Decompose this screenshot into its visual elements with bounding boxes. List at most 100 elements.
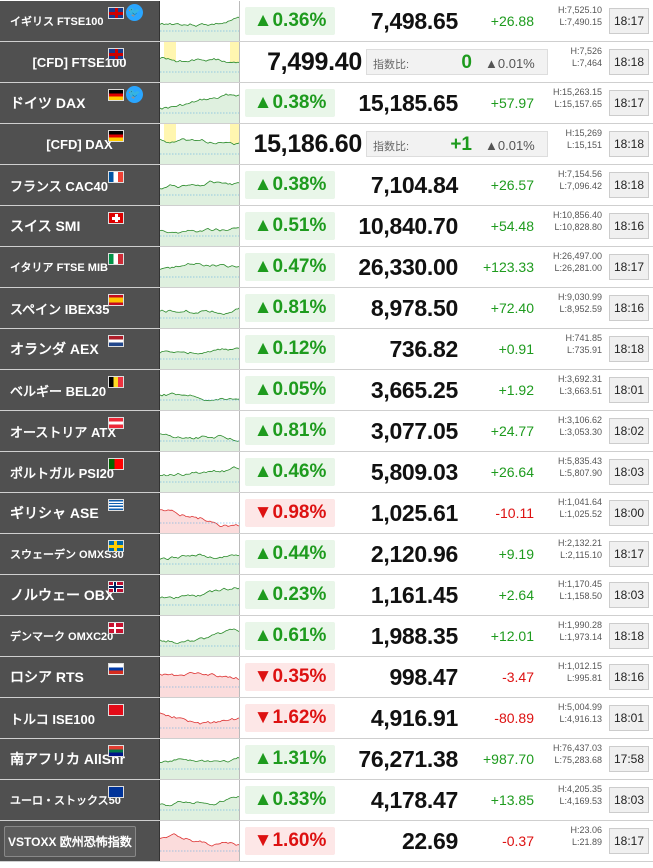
index-name-label[interactable]: [CFD] DAX (46, 136, 113, 152)
index-row-ftse100[interactable]: イギリス FTSE100 🐦 ▲ 0.36% 7,498.65 +26.88 H:7,525… (0, 1, 653, 42)
index-name[interactable]: イギリス FTSE100 🐦 (0, 1, 160, 41)
index-row-obx[interactable]: ノルウェー OBX ▲ 0.23% 1,161.45 +2.64 H:1,170.45 L:… (0, 575, 653, 616)
index-row-ftsemib[interactable]: イタリア FTSE MIB ▲ 0.47% 26,330.00 +123.33 H:26,… (0, 247, 653, 288)
high-value: H:23.06 (570, 825, 602, 835)
index-row-cac40[interactable]: フランス CAC40 ▲ 0.38% 7,104.84 +26.57 H:7,154.56… (0, 165, 653, 206)
index-name-label[interactable]: スウェーデン OMXS30 (10, 549, 124, 561)
sparkline[interactable] (160, 780, 240, 820)
index-row-cfd-dax[interactable]: [CFD] DAX 15,186.60 指数比: +1 ▲0.01% H:15,269 L:… (0, 124, 653, 165)
index-row-omxs30[interactable]: スウェーデン OMXS30 ▲ 0.44% 2,120.96 +9.19 H:2,132.… (0, 534, 653, 575)
sparkline-chart (160, 307, 239, 328)
high-value: H:1,041.64 (557, 497, 602, 507)
sparkline[interactable] (160, 739, 240, 779)
index-name[interactable]: ユーロ・ストックス50 (0, 780, 160, 820)
index-row-rts[interactable]: ロシア RTS ▼ 0.35% 998.47 -3.47 H:1,012.15 L:995.… (0, 657, 653, 698)
index-name[interactable]: フランス CAC40 (0, 165, 160, 205)
index-name-label[interactable]: [CFD] FTSE100 (32, 54, 127, 70)
sparkline[interactable] (160, 534, 240, 574)
index-row-cfd-ftse100[interactable]: [CFD] FTSE100 7,499.40 指数比: 0 ▲0.01% H:7,526 L… (0, 42, 653, 83)
index-row-vstoxx[interactable]: VSTOXX 欧州恐怖指数 ▼ 1.60% 22.69 -0.37 H:23.06 L:21… (0, 821, 653, 862)
low-value: L:7,096.42 (559, 181, 602, 191)
index-name[interactable]: ロシア RTS (0, 657, 160, 697)
index-name-label[interactable]: スペイン IBEX35 (10, 301, 110, 317)
flag-za-icon (108, 745, 124, 757)
index-name-label[interactable]: フランス CAC40 (10, 178, 108, 194)
index-name-label[interactable]: ノルウェー OBX (10, 587, 115, 603)
index-name-label[interactable]: ベルギー BEL20 (10, 383, 107, 399)
index-name-label[interactable]: オーストリア ATX (10, 424, 116, 440)
index-name[interactable]: オランダ AEX (0, 329, 160, 369)
index-name[interactable]: スペイン IBEX35 (0, 288, 160, 328)
index-row-stoxx50[interactable]: ユーロ・ストックス50 ▲ 0.33% 4,178.47 +13.85 H:4,205.3… (0, 780, 653, 821)
index-name[interactable]: ギリシャ ASE (0, 493, 160, 533)
index-row-bel20[interactable]: ベルギー BEL20 ▲ 0.05% 3,665.25 +1.92 H:3,692.31 L… (0, 370, 653, 411)
vstoxx-button[interactable]: VSTOXX 欧州恐怖指数 (4, 825, 136, 857)
index-name[interactable]: イタリア FTSE MIB (0, 247, 160, 287)
sparkline[interactable] (160, 370, 240, 410)
sparkline[interactable] (160, 575, 240, 615)
update-time: 18:18 (609, 49, 649, 75)
sparkline[interactable] (160, 247, 240, 287)
twitter-icon[interactable]: 🐦 (126, 86, 143, 103)
index-name-label[interactable]: ロシア RTS (10, 669, 84, 685)
index-row-ise100[interactable]: トルコ ISE100 ▼ 1.62% 4,916.91 -80.89 H:5,004.99… (0, 698, 653, 739)
percent-change-badge: ▲ 0.46% (245, 458, 335, 486)
index-name[interactable]: デンマーク OMXC20 (0, 616, 160, 656)
index-name-label[interactable]: スイス SMI (10, 218, 81, 234)
index-row-smi[interactable]: スイス SMI ▲ 0.51% 10,840.70 +54.48 H:10,856.40 L… (0, 206, 653, 247)
index-name[interactable]: ベルギー BEL20 (0, 370, 160, 410)
high-low-range: H:15,263.15 L:15,157.65 (540, 86, 602, 110)
sparkline[interactable] (160, 124, 240, 164)
index-row-allshr[interactable]: 南アフリカ AllShr ▲ 1.31% 76,271.38 +987.70 H:76,4… (0, 739, 653, 780)
index-name[interactable]: VSTOXX 欧州恐怖指数 (0, 821, 160, 861)
index-name-label[interactable]: 南アフリカ AllShr (10, 751, 126, 767)
percent-change-badge: ▲ 0.61% (245, 622, 335, 650)
index-row-ibex35[interactable]: スペイン IBEX35 ▲ 0.81% 8,978.50 +72.40 H:9,030.9… (0, 288, 653, 329)
index-name-label[interactable]: オランダ AEX (10, 341, 99, 357)
index-name-label[interactable]: イタリア FTSE MIB (10, 262, 108, 274)
index-name-label[interactable]: デンマーク OMXC20 (10, 631, 114, 643)
sparkline[interactable] (160, 83, 240, 123)
index-name[interactable]: ドイツ DAX 🐦 (0, 83, 160, 123)
index-name[interactable]: トルコ ISE100 (0, 698, 160, 738)
sparkline[interactable] (160, 821, 240, 861)
index-row-aex[interactable]: オランダ AEX ▲ 0.12% 736.82 +0.91 H:741.85 L:735.9… (0, 329, 653, 370)
sparkline[interactable] (160, 493, 240, 533)
percent-change-value: 0.61% (272, 625, 327, 646)
sparkline[interactable] (160, 657, 240, 697)
index-name-label[interactable]: ユーロ・ストックス50 (10, 795, 121, 807)
percent-change-badge: ▲ 0.81% (245, 294, 335, 322)
index-name-label[interactable]: イギリス FTSE100 (10, 16, 104, 28)
sparkline[interactable] (160, 165, 240, 205)
index-name[interactable]: ノルウェー OBX (0, 575, 160, 615)
index-row-psi20[interactable]: ポルトガル PSI20 ▲ 0.46% 5,809.03 +26.64 H:5,835.4… (0, 452, 653, 493)
index-name[interactable]: 南アフリカ AllShr (0, 739, 160, 779)
ratio-label: 指数比: (373, 59, 410, 71)
index-row-dax[interactable]: ドイツ DAX 🐦 ▲ 0.38% 15,185.65 +57.97 H:15,263.15… (0, 83, 653, 124)
sparkline[interactable] (160, 206, 240, 246)
index-row-ase[interactable]: ギリシャ ASE ▼ 0.98% 1,025.61 -10.11 H:1,041.64 L:… (0, 493, 653, 534)
index-row-omxc20[interactable]: デンマーク OMXC20 ▲ 0.61% 1,988.35 +12.01 H:1,990.… (0, 616, 653, 657)
index-name[interactable]: オーストリア ATX (0, 411, 160, 451)
index-name[interactable]: [CFD] FTSE100 (0, 42, 160, 82)
sparkline[interactable] (160, 452, 240, 492)
index-name-label[interactable]: ギリシャ ASE (10, 505, 99, 521)
index-name[interactable]: スウェーデン OMXS30 (0, 534, 160, 574)
index-name-label[interactable]: ポルトガル PSI20 (10, 465, 115, 481)
sparkline[interactable] (160, 411, 240, 451)
index-name[interactable]: [CFD] DAX (0, 124, 160, 164)
sparkline[interactable] (160, 42, 240, 82)
sparkline[interactable] (160, 1, 240, 41)
sparkline[interactable] (160, 329, 240, 369)
index-name[interactable]: ポルトガル PSI20 (0, 452, 160, 492)
percent-change-value: 1.62% (272, 707, 327, 728)
sparkline[interactable] (160, 698, 240, 738)
index-name-label[interactable]: ドイツ DAX (10, 95, 86, 111)
index-row-atx[interactable]: オーストリア ATX ▲ 0.81% 3,077.05 +24.77 H:3,106.62… (0, 411, 653, 452)
sparkline-chart (160, 433, 239, 451)
twitter-icon[interactable]: 🐦 (126, 4, 143, 21)
index-name[interactable]: スイス SMI (0, 206, 160, 246)
index-name-label[interactable]: トルコ ISE100 (10, 711, 95, 727)
sparkline[interactable] (160, 616, 240, 656)
sparkline[interactable] (160, 288, 240, 328)
